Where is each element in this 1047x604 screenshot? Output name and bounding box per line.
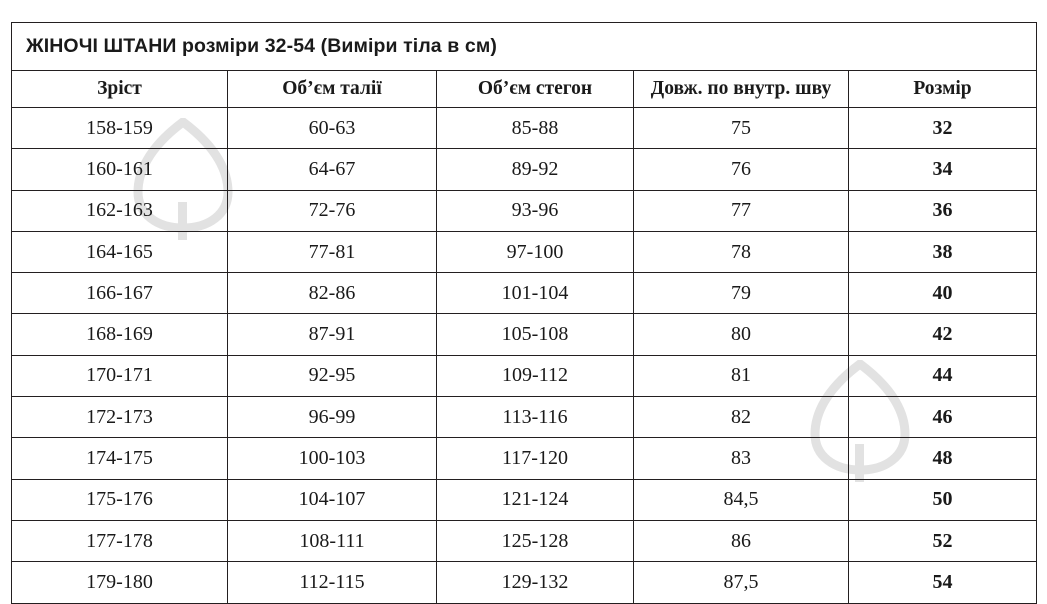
- table-row: 164-165 77-81 97-100 78 38: [11, 230, 1038, 274]
- column-header-inseam: Довж. по внутр. шву: [633, 70, 849, 108]
- cell-size: 44: [847, 354, 1038, 398]
- cell-inseam: 75: [633, 106, 849, 150]
- cell-hips: 109-112: [436, 354, 634, 398]
- cell-inseam: 82: [633, 396, 849, 439]
- size-chart-table: ЖІНОЧІ ШТАНИ розміри 32-54 (Виміри тіла …: [10, 22, 1038, 604]
- cell-waist: 77-81: [227, 230, 437, 274]
- cell-size: 54: [847, 561, 1038, 604]
- cell-inseam: 78: [633, 230, 849, 274]
- cell-height: 177-178: [11, 519, 228, 563]
- cell-hips: 121-124: [436, 478, 634, 521]
- column-header-size: Розмір: [847, 70, 1038, 108]
- cell-size: 42: [847, 313, 1038, 356]
- column-header-hips: Об’єм стегон: [436, 70, 634, 108]
- cell-inseam: 77: [633, 189, 849, 232]
- title-row: ЖІНОЧІ ШТАНИ розміри 32-54 (Виміри тіла …: [10, 22, 1038, 71]
- cell-waist: 100-103: [227, 437, 437, 480]
- table-row: 175-176 104-107 121-124 84,5 50: [11, 478, 1038, 521]
- table-row: 166-167 82-86 101-104 79 40: [11, 272, 1038, 315]
- cell-size: 34: [847, 148, 1038, 191]
- cell-size: 32: [847, 106, 1038, 150]
- table-row: 162-163 72-76 93-96 77 36: [11, 189, 1038, 232]
- cell-height: 174-175: [11, 437, 228, 480]
- cell-hips: 101-104: [436, 272, 634, 315]
- cell-height: 160-161: [11, 148, 228, 191]
- cell-height: 179-180: [11, 561, 228, 604]
- column-header-waist: Об’єм талії: [227, 70, 437, 108]
- chart-title: ЖІНОЧІ ШТАНИ розміри 32-54 (Виміри тіла …: [26, 35, 497, 57]
- cell-hips: 125-128: [436, 519, 634, 563]
- column-header-height: Зріст: [11, 70, 228, 108]
- cell-inseam: 86: [633, 519, 849, 563]
- cell-size: 52: [847, 519, 1038, 563]
- cell-size: 38: [847, 230, 1038, 274]
- cell-inseam: 81: [633, 354, 849, 398]
- cell-inseam: 76: [633, 148, 849, 191]
- table-body: 158-159 60-63 85-88 75 32 160-161 64-67 …: [11, 106, 1038, 604]
- cell-hips: 129-132: [436, 561, 634, 604]
- cell-size: 48: [847, 437, 1038, 480]
- cell-size: 40: [847, 272, 1038, 315]
- cell-waist: 64-67: [227, 148, 437, 191]
- cell-hips: 85-88: [436, 106, 634, 150]
- cell-waist: 82-86: [227, 272, 437, 315]
- cell-height: 162-163: [11, 189, 228, 232]
- table-row: 174-175 100-103 117-120 83 48: [11, 437, 1038, 480]
- cell-size: 50: [847, 478, 1038, 521]
- table-row: 168-169 87-91 105-108 80 42: [11, 313, 1038, 356]
- column-header-row: Зріст Об’єм талії Об’єм стегон Довж. по …: [11, 70, 1038, 108]
- size-chart-container: ЖІНОЧІ ШТАНИ розміри 32-54 (Виміри тіла …: [10, 22, 1038, 604]
- table-row: 172-173 96-99 113-116 82 46: [11, 396, 1038, 439]
- cell-waist: 72-76: [227, 189, 437, 232]
- cell-waist: 87-91: [227, 313, 437, 356]
- cell-inseam: 84,5: [633, 478, 849, 521]
- cell-height: 158-159: [11, 106, 228, 150]
- cell-height: 164-165: [11, 230, 228, 274]
- cell-inseam: 79: [633, 272, 849, 315]
- cell-hips: 93-96: [436, 189, 634, 232]
- cell-hips: 113-116: [436, 396, 634, 439]
- cell-hips: 97-100: [436, 230, 634, 274]
- chart-title-cell: ЖІНОЧІ ШТАНИ розміри 32-54 (Виміри тіла …: [10, 22, 1038, 71]
- cell-size: 36: [847, 189, 1038, 232]
- table-row: 158-159 60-63 85-88 75 32: [11, 106, 1038, 150]
- cell-inseam: 80: [633, 313, 849, 356]
- cell-size: 46: [847, 396, 1038, 439]
- cell-hips: 89-92: [436, 148, 634, 191]
- cell-height: 175-176: [11, 478, 228, 521]
- cell-inseam: 83: [633, 437, 849, 480]
- cell-waist: 104-107: [227, 478, 437, 521]
- cell-waist: 92-95: [227, 354, 437, 398]
- cell-hips: 105-108: [436, 313, 634, 356]
- cell-waist: 108-111: [227, 519, 437, 563]
- table-row: 160-161 64-67 89-92 76 34: [11, 148, 1038, 191]
- cell-waist: 96-99: [227, 396, 437, 439]
- cell-height: 168-169: [11, 313, 228, 356]
- cell-height: 172-173: [11, 396, 228, 439]
- cell-waist: 60-63: [227, 106, 437, 150]
- table-row: 177-178 108-111 125-128 86 52: [11, 519, 1038, 563]
- cell-inseam: 87,5: [633, 561, 849, 604]
- cell-hips: 117-120: [436, 437, 634, 480]
- table-row: 170-171 92-95 109-112 81 44: [11, 354, 1038, 398]
- cell-height: 166-167: [11, 272, 228, 315]
- cell-waist: 112-115: [227, 561, 437, 604]
- table-head: ЖІНОЧІ ШТАНИ розміри 32-54 (Виміри тіла …: [10, 22, 1038, 108]
- cell-height: 170-171: [11, 354, 228, 398]
- table-row: 179-180 112-115 129-132 87,5 54: [11, 561, 1038, 604]
